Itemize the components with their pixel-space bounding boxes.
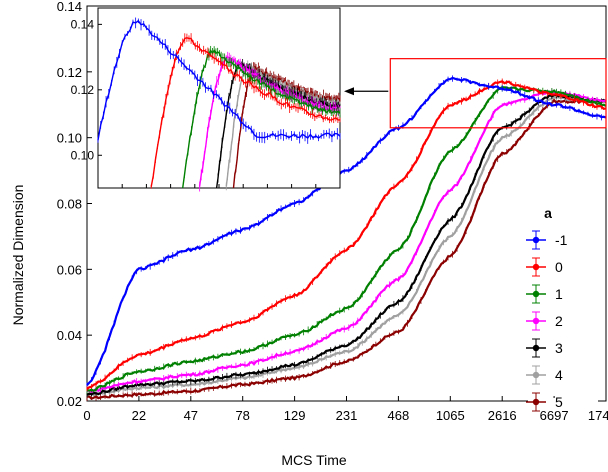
legend-item--1: -1 [526, 230, 598, 250]
legend: a-1 0 1 2 3 4 5 [526, 205, 598, 412]
series-layer [86, 75, 607, 402]
x-tick-label: 17492 [588, 408, 608, 423]
legend-marker [532, 371, 540, 379]
legend-marker [532, 344, 540, 352]
series-5 [86, 98, 607, 402]
x-tick-label: 2616 [488, 408, 517, 423]
legend-backdrop [528, 236, 598, 248]
legend-title: a [544, 205, 552, 221]
legend-backdrop [528, 398, 598, 410]
y-axis-label: Normalized Dimension [10, 185, 26, 326]
legend-marker [532, 398, 540, 406]
legend-item-4: 4 [526, 365, 598, 385]
x-tick-label: 6697 [540, 408, 569, 423]
legend-item-5: 5 [526, 392, 598, 412]
legend-label: 0 [555, 259, 563, 275]
y-tick-label: 0.06 [57, 262, 82, 277]
x-tick-label: 1065 [436, 408, 465, 423]
legend-marker [532, 236, 540, 244]
series-line-0 [86, 80, 607, 390]
legend-marker [532, 263, 540, 271]
x-tick-label: 129 [284, 408, 306, 423]
zoom-arrow-head [344, 87, 354, 96]
y-tick-label: 0.04 [57, 328, 82, 343]
legend-label: 5 [555, 394, 563, 410]
legend-item-1: 1 [526, 284, 598, 304]
inset-y-tick-label: 0.12 [71, 83, 95, 97]
inset-series--1 [97, 17, 341, 144]
x-axis-label: MCS Time [281, 452, 347, 468]
legend-backdrop [528, 263, 598, 275]
zoom-layer [344, 58, 607, 129]
x-tick-label: 0 [83, 408, 90, 423]
series-line-1 [86, 86, 607, 393]
legend-item-0: 0 [526, 257, 598, 277]
legend-marker [532, 317, 540, 325]
inset-y-tick-label: 0.10 [71, 148, 95, 162]
series-line-4 [86, 96, 607, 397]
legend-label: 3 [555, 340, 563, 356]
legend-backdrop [528, 290, 598, 302]
series-line-2 [86, 90, 606, 394]
legend-label: -1 [555, 232, 568, 248]
x-tick-label: 231 [336, 408, 358, 423]
x-tick-label: 47 [184, 408, 198, 423]
legend-item-2: 2 [526, 311, 598, 331]
legend-backdrop [528, 371, 598, 383]
y-tick-label: 0.08 [57, 197, 82, 212]
inset-line-0 [150, 36, 340, 187]
legend-item-3: 3 [526, 338, 598, 358]
inset-y-tick-label: 0.14 [71, 17, 95, 31]
series-line-5 [86, 98, 607, 401]
zoom-box [389, 58, 607, 129]
x-tick-label: 468 [388, 408, 410, 423]
legend-marker [532, 290, 540, 298]
y-tick-label: 0.02 [57, 394, 82, 409]
inset-series-0 [150, 33, 341, 189]
legend-label: 4 [555, 367, 563, 383]
y-tick-label: 0.14 [57, 0, 82, 14]
inset: 0.10 0.12 0.14 [71, 7, 341, 192]
legend-backdrop [528, 317, 598, 329]
y-tick-label: 0.12 [57, 65, 82, 80]
series-line--1 [86, 76, 607, 386]
legend-label: 1 [555, 286, 563, 302]
inset-line--1 [97, 19, 341, 141]
x-tick-label: 22 [132, 408, 146, 423]
series--1 [86, 75, 607, 387]
legend-label: 2 [555, 313, 563, 329]
series-0 [86, 78, 607, 391]
legend-backdrop [528, 344, 598, 356]
y-tick-label: 0.10 [57, 131, 82, 146]
main-axes: 0.020.040.060.080.100.120.140 22 47 78 129 23… [57, 0, 608, 423]
series-line-3 [86, 92, 607, 396]
x-tick-label: 78 [235, 408, 249, 423]
